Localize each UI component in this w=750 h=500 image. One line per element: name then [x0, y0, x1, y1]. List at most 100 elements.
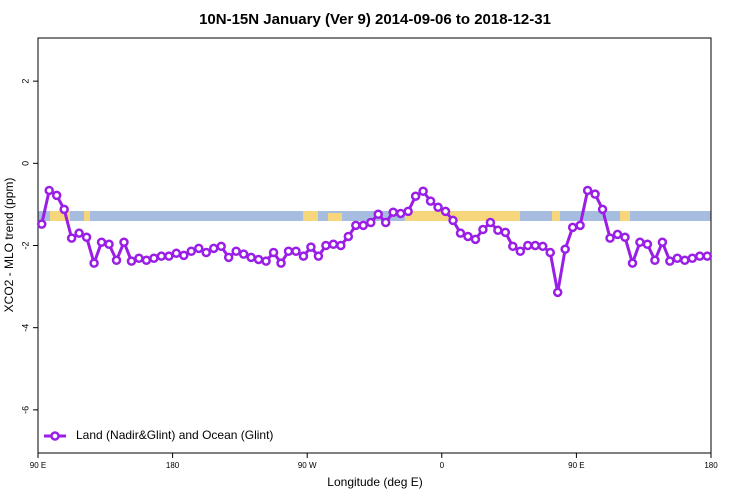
data-point [650, 255, 660, 266]
data-point [448, 215, 458, 226]
data-point [425, 196, 436, 206]
data-point [560, 244, 570, 254]
data-point [538, 241, 548, 252]
data-point [605, 233, 615, 243]
data-point [366, 217, 376, 228]
x-tick-label: 180 [704, 461, 718, 470]
data-point [164, 251, 174, 261]
data-point [306, 242, 316, 252]
data-point [253, 254, 264, 265]
data-point [59, 204, 69, 215]
y-tick-label: -2 [20, 241, 30, 249]
data-point [246, 252, 256, 263]
chart-title: 10N-15N January (Ver 9) 2014-09-06 to 20… [199, 11, 551, 28]
data-point [695, 251, 705, 261]
data-point [635, 237, 645, 247]
data-point [276, 258, 286, 268]
data-point [665, 256, 675, 266]
data-point [642, 239, 653, 250]
data-point [51, 190, 62, 201]
data-point [201, 247, 211, 258]
data-point [104, 239, 114, 250]
data-point [171, 248, 182, 259]
data-point [590, 189, 600, 199]
data-point [672, 253, 683, 263]
y-tick-label: 2 [20, 79, 30, 84]
legend-marker [50, 431, 60, 441]
legend-label: Land (Nadir&Glint) and Ocean (Glint) [76, 428, 273, 442]
data-point [111, 255, 122, 266]
data-point [403, 206, 413, 217]
data-point [575, 220, 585, 231]
data-point [328, 239, 339, 250]
x-tick-label: 180 [166, 461, 180, 470]
data-point [508, 241, 518, 252]
data-point [96, 237, 107, 247]
data-point [89, 258, 99, 268]
data-point [545, 247, 555, 258]
data-point [291, 246, 301, 257]
data-point [523, 240, 533, 251]
y-tick-label: -6 [20, 406, 30, 414]
data-point [358, 220, 369, 231]
data-point [321, 240, 331, 251]
x-axis-label: Longitude (deg E) [327, 475, 422, 489]
data-point [298, 251, 309, 261]
data-point [74, 228, 84, 238]
y-axis-label: XCO2 - MLO trend (ppm) [2, 178, 16, 313]
x-tick-label: 90 W [298, 461, 317, 470]
data-point [433, 202, 443, 213]
data-point [493, 225, 503, 236]
data-point [81, 232, 92, 243]
data-point [283, 246, 294, 257]
data-point [268, 247, 279, 258]
data-point [313, 251, 324, 261]
data-point [470, 234, 481, 245]
plot-frame [37, 37, 712, 454]
data-point [141, 255, 152, 266]
data-point [552, 287, 563, 298]
data-point [380, 217, 391, 228]
data-point [238, 249, 249, 259]
data-point [208, 243, 219, 254]
data-point [216, 241, 226, 252]
data-point [485, 217, 496, 228]
data-point [126, 256, 137, 266]
data-point [343, 231, 354, 242]
data-point [261, 256, 271, 266]
x-tick-label: 90 E [568, 461, 584, 470]
data-point [134, 253, 144, 263]
x-tick-label: 0 [440, 461, 445, 470]
data-point [186, 246, 197, 257]
data-point [351, 220, 361, 231]
data-point [119, 237, 129, 247]
data-point [410, 191, 421, 201]
data-point [440, 206, 451, 217]
data-point [149, 253, 159, 263]
data-point [582, 185, 593, 196]
data-point [627, 258, 638, 268]
data-point [388, 207, 398, 217]
data-point [500, 227, 511, 238]
data-point [44, 185, 54, 196]
x-tick-label: 90 E [30, 461, 46, 470]
data-point [66, 233, 77, 243]
data-point [418, 186, 428, 197]
data-point [395, 208, 406, 219]
data-point [179, 250, 189, 261]
data-point [36, 219, 47, 229]
data-point [373, 209, 383, 220]
data-point [687, 253, 698, 263]
data-point [515, 246, 526, 257]
y-tick-label: 0 [20, 161, 30, 166]
data-point [336, 240, 346, 251]
data-point [478, 224, 488, 235]
data-point [702, 251, 713, 261]
data-point [194, 243, 204, 254]
data-point [463, 231, 473, 242]
data-point [156, 251, 167, 261]
data-point [223, 252, 234, 263]
data-point [455, 228, 466, 238]
data-point [231, 246, 241, 257]
